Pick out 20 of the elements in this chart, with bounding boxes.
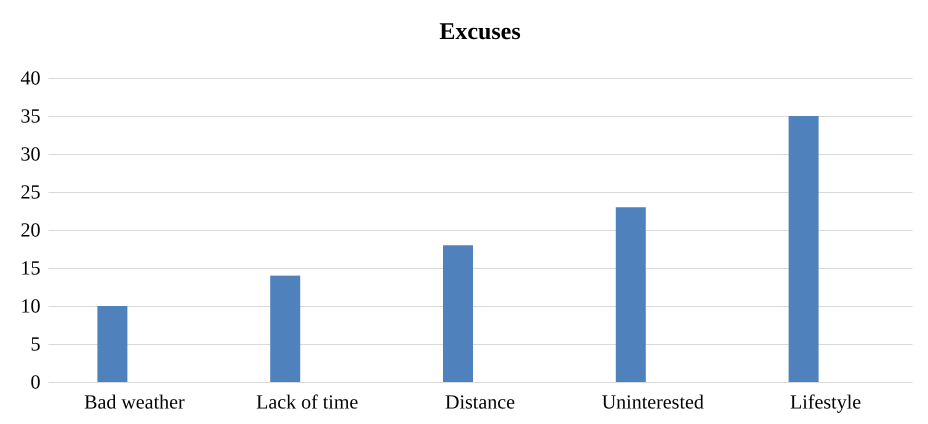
- y-tick-label: 0: [30, 372, 40, 394]
- y-tick-label: 30: [20, 144, 40, 166]
- y-tick-label: 5: [30, 334, 40, 356]
- chart-title: Excuses: [439, 19, 521, 45]
- x-tick-label: Lifestyle: [790, 392, 862, 414]
- y-tick-label: 25: [20, 182, 40, 204]
- bar: [270, 276, 300, 382]
- y-tick-label: 35: [20, 106, 40, 128]
- bar: [788, 116, 819, 382]
- y-tick-label: 20: [20, 220, 40, 242]
- bar: [616, 207, 646, 382]
- y-tick-label: 40: [20, 68, 40, 90]
- bar: [97, 306, 128, 382]
- x-tick-label: Bad weather: [84, 392, 185, 414]
- bar: [443, 245, 473, 382]
- x-tick-label: Lack of time: [256, 392, 358, 414]
- y-tick-label: 15: [20, 258, 40, 280]
- x-tick-label: Distance: [445, 392, 516, 414]
- x-tick-label: Uninterested: [602, 392, 704, 414]
- y-tick-label: 10: [20, 296, 40, 318]
